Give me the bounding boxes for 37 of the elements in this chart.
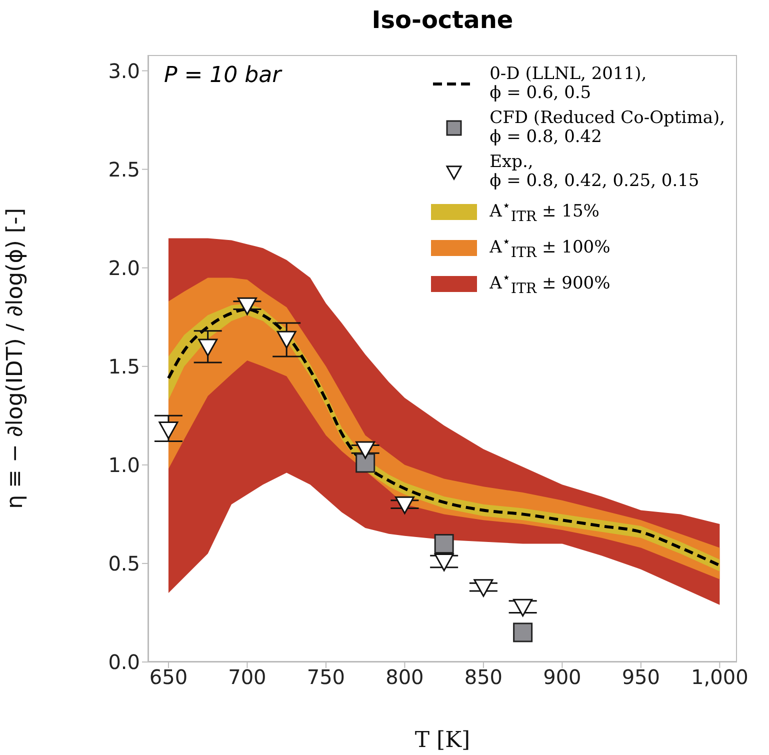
point [198, 338, 218, 356]
x-tick-label: 700 [228, 665, 266, 690]
point [434, 534, 454, 554]
x-tick-label: 800 [386, 665, 424, 690]
legend-label: 0-D (LLNL, 2011), ϕ = 0.6, 0.5 [490, 64, 647, 103]
x-tick-label: 650 [149, 665, 188, 690]
x-tick-label: 1,000 [691, 665, 748, 690]
x-tick-label: 850 [464, 665, 503, 690]
point [394, 496, 414, 514]
point [158, 422, 178, 440]
y-axis-title: η ≡ − ∂log(IDT) / ∂log(ϕ) [-] [2, 208, 28, 509]
x-axis-title: T [K] [414, 728, 470, 753]
annotation: P = 10 bar [164, 63, 282, 88]
legend-label: A$^{⋆}$$_{ITR}$ ± 100% [490, 233, 610, 264]
legend-label: A$^{⋆}$$_{ITR}$ ± 15% [490, 197, 600, 228]
y-tick-label: 2.5 [108, 157, 140, 182]
point [276, 330, 296, 349]
x-tick-label: 900 [543, 665, 582, 690]
point [434, 554, 454, 572]
y-tick-label: 1.0 [108, 453, 140, 478]
y-tick-label: 3.0 [108, 58, 140, 83]
x-tick-label: 950 [622, 665, 660, 690]
chart-title: Iso-octane [370, 6, 514, 34]
point [356, 453, 376, 473]
legend-label: Exp., ϕ = 0.8, 0.42, 0.25, 0.15 [490, 152, 700, 191]
y-tick-label: 2.0 [108, 256, 140, 280]
point [513, 622, 533, 642]
y-tick-label: 1.5 [108, 354, 140, 378]
legend-label: CFD (Reduced Co-Optima), ϕ = 0.8, 0.42 [490, 108, 725, 147]
legend-label: A$^{⋆}$$_{ITR}$ ± 900% [490, 269, 610, 300]
point [237, 297, 257, 316]
point [356, 441, 376, 459]
point [474, 579, 494, 597]
x-tick-label: 750 [306, 665, 346, 690]
point [513, 598, 533, 617]
y-tick-label: 0.0 [108, 650, 140, 674]
y-tick-label: 0.5 [108, 552, 140, 576]
